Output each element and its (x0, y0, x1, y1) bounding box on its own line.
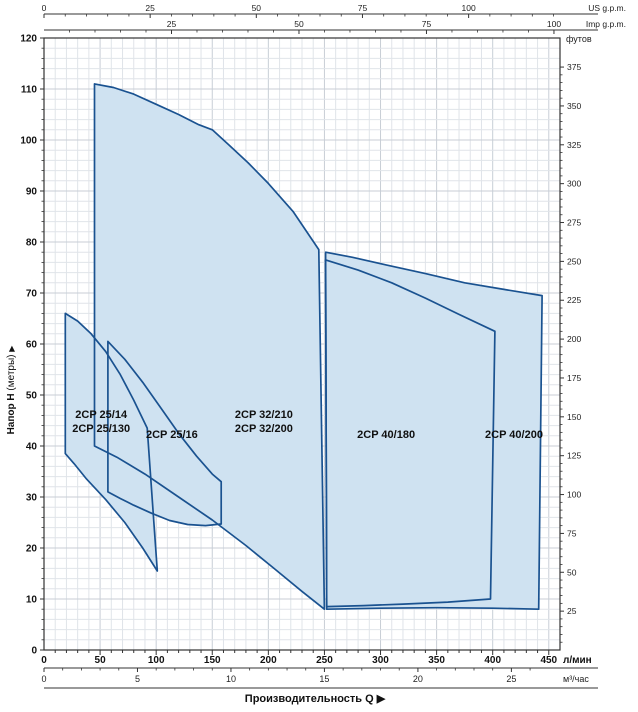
tick-label: 0 (41, 674, 46, 684)
tick-label: 10 (226, 674, 236, 684)
region-label: 2CP 32/200 (235, 423, 293, 435)
tick-label: 50 (95, 655, 107, 666)
tick-label: 275 (567, 218, 581, 228)
lmin-axis: 0 50 100 150 200 250 300 350 400 450 л/мин (41, 650, 592, 666)
tick-label: 225 (567, 295, 581, 305)
tick-label: 150 (204, 655, 221, 666)
tick-label: 70 (26, 289, 38, 300)
tick-label: 300 (567, 179, 581, 189)
tick-label: 400 (484, 655, 501, 666)
tick-label: 120 (20, 34, 37, 45)
tick-label: 25 (145, 3, 155, 13)
tick-label: 250 (567, 256, 581, 266)
region-2cp-25-16-outline (107, 340, 223, 527)
region-labels: 2CP 25/14 2CP 25/130 2CP 25/16 2CP 32/210 2C… (72, 409, 543, 441)
feet-axis: 25 50 75 100 125 150 175 200 225 250 275 300 325 350 3… (560, 34, 592, 643)
meters-axis: 0 10 20 30 40 50 60 70 80 90 100 110 120 (20, 34, 44, 657)
tick-label: 10 (26, 595, 38, 606)
tick-label: 350 (567, 101, 581, 111)
tick-label: 100 (20, 136, 37, 147)
tick-label: 200 (567, 334, 581, 344)
tick-label: 50 (294, 19, 304, 29)
tick-label: 75 (567, 528, 577, 538)
tick-label: 110 (21, 85, 38, 96)
tick-label: 80 (26, 238, 38, 249)
m3h-axis: 0 5 10 15 20 25 м³/час (41, 667, 598, 684)
tick-label: 200 (260, 655, 277, 666)
tick-label: 450 (540, 655, 557, 666)
tick-label: 75 (358, 3, 368, 13)
tick-label: 75 (422, 19, 432, 29)
region-2cp-25-14-130-outline (64, 312, 159, 572)
tick-label: 175 (567, 373, 581, 383)
region-label: 2CP 32/210 (235, 409, 293, 421)
tick-label: 0 (42, 3, 47, 13)
lmin-axis-title: л/мин (563, 655, 592, 666)
y-axis-title: Напор H (метры) ▶ (6, 345, 17, 435)
region-2cp-40-200-outline (324, 251, 543, 611)
tick-label: 60 (26, 340, 38, 351)
x-axis-caption: Производительность Q ▶ (245, 693, 386, 705)
region-label: 2CP 25/130 (72, 423, 130, 435)
region-2cp-40-180-fill (325, 259, 495, 607)
tick-label: 50 (252, 3, 262, 13)
tick-label: 25 (567, 606, 577, 616)
tick-label: 0 (31, 646, 37, 657)
tick-label: 50 (26, 391, 38, 402)
region-2cp-25-16-fill (107, 341, 222, 526)
tick-label: 100 (148, 655, 165, 666)
feet-axis-title: футов (566, 34, 592, 44)
tick-label: 40 (26, 442, 38, 453)
tick-label: 300 (372, 655, 389, 666)
tick-label: 100 (462, 3, 476, 13)
region-label: 2CP 40/180 (357, 429, 415, 441)
region-2cp-40-180-outline (324, 259, 496, 608)
tick-label: 25 (167, 19, 177, 29)
tick-label: 150 (567, 412, 581, 422)
region-label: 2CP 40/200 (485, 429, 543, 441)
region-label: 2CP 25/16 (146, 429, 198, 441)
tick-label: 100 (547, 19, 561, 29)
tick-label: 30 (26, 493, 38, 504)
m3h-axis-title: м³/час (563, 674, 589, 684)
region-label: 2CP 25/14 (75, 409, 128, 421)
tick-label: 90 (26, 187, 38, 198)
tick-label: 15 (319, 674, 329, 684)
tick-label: 125 (567, 451, 581, 461)
tick-label: 20 (26, 544, 38, 555)
tick-label: 25 (506, 674, 516, 684)
top-axes: 0 25 50 75 100 US g.p.m. 25 50 75 100 Imp g.p.m. (42, 3, 626, 34)
us-gpm-axis-title: US g.p.m. (588, 3, 626, 13)
tick-label: 50 (567, 567, 577, 577)
tick-label: 375 (567, 62, 581, 72)
tick-label: 5 (135, 674, 140, 684)
tick-label: 350 (428, 655, 445, 666)
tick-label: 0 (41, 655, 47, 666)
tick-label: 100 (567, 490, 581, 500)
tick-label: 250 (316, 655, 333, 666)
imp-gpm-axis-title: Imp g.p.m. (586, 19, 626, 29)
region-2cp-32-210-200-outline (93, 83, 326, 611)
region-outlines (64, 83, 543, 611)
tick-label: 20 (413, 674, 423, 684)
tick-label: 325 (567, 140, 581, 150)
